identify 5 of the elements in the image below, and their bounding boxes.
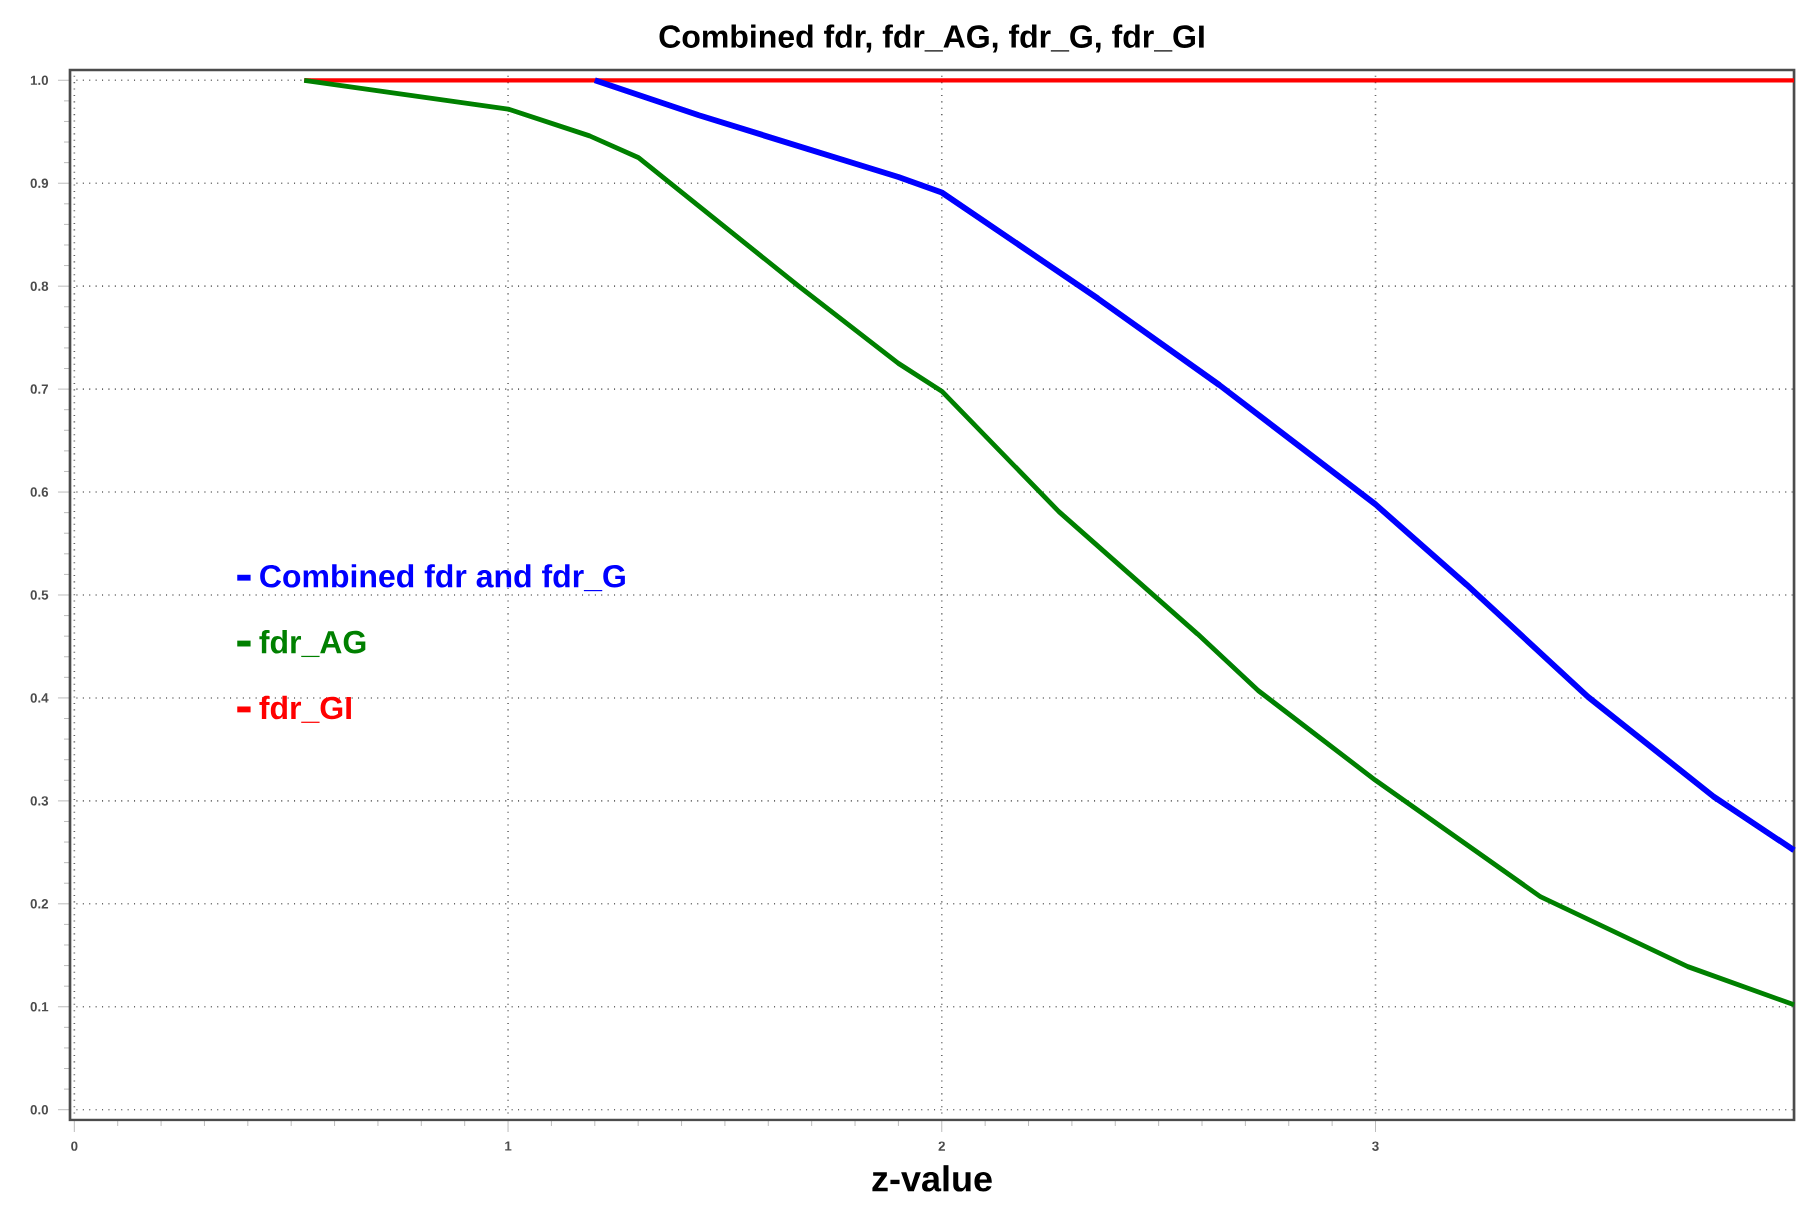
legend-label: fdr_GI [259, 695, 351, 723]
legend-label: Combined fdr and fdr_G [260, 564, 625, 592]
legend-label: fdr_AG [259, 629, 366, 658]
chart-title: Combined fdr, fdr_AG, fdr_G, fdr_GI [659, 24, 1204, 53]
x-axis-title: z-value [872, 1165, 992, 1192]
